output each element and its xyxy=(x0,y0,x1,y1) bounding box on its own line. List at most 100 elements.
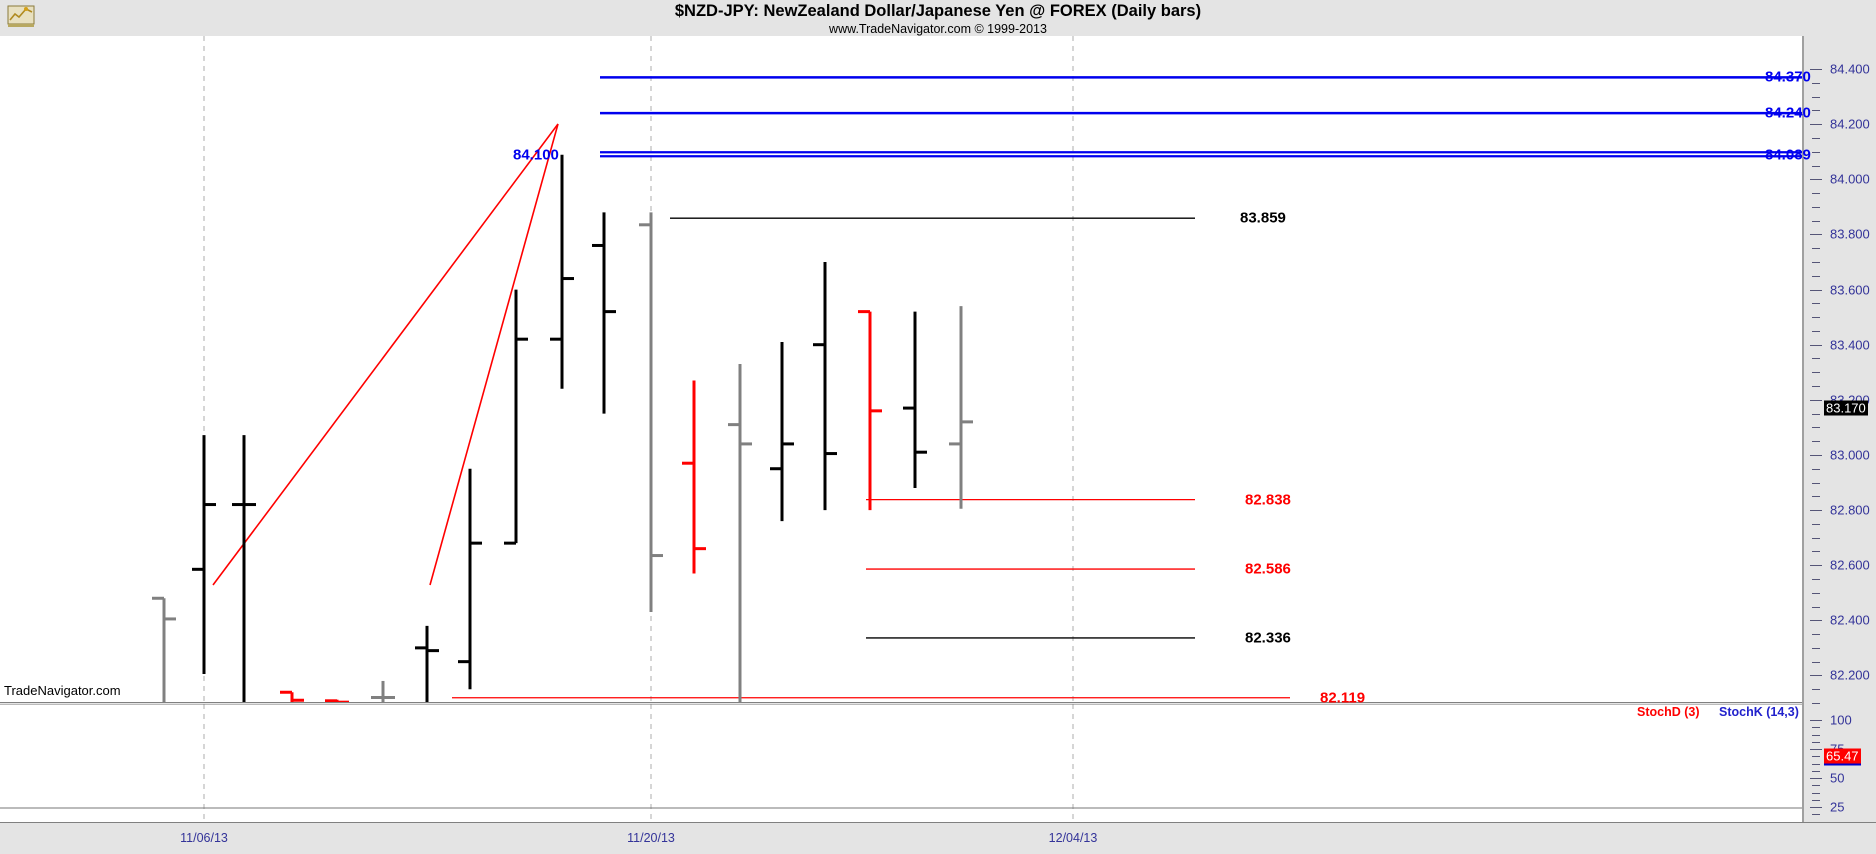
price-axis-minor-tick xyxy=(1812,523,1820,525)
stoch-axis-minor-tick xyxy=(1812,756,1820,758)
ohlc-bar[interactable] xyxy=(813,262,837,511)
price-axis-minor-tick xyxy=(1812,468,1820,470)
price-axis-minor-tick xyxy=(1812,330,1820,332)
stoch-axis-tick xyxy=(1810,720,1822,721)
price-axis-minor-tick xyxy=(1812,165,1820,167)
page-title: $NZD-JPY: NewZealand Dollar/Japanese Yen… xyxy=(674,2,1202,20)
ohlc-bar[interactable] xyxy=(458,468,482,690)
stoch-axis-minor-tick xyxy=(1812,727,1820,729)
stochastic-indicator-panel[interactable] xyxy=(0,704,1802,822)
level-label-support-82-586[interactable]: 82.586 xyxy=(1245,560,1291,578)
stoch-k-legend[interactable]: StochK (14,3) xyxy=(1719,705,1799,719)
price-chart-panel[interactable] xyxy=(0,36,1802,703)
price-axis-tick-label: 82.600 xyxy=(1830,557,1870,573)
price-axis-minor-tick xyxy=(1812,482,1820,484)
ohlc-bar[interactable] xyxy=(949,306,973,509)
ohlc-bar[interactable] xyxy=(858,310,882,511)
price-axis-minor-tick xyxy=(1812,206,1820,208)
level-label-resistance-84-370[interactable]: 84.370 xyxy=(1765,68,1811,86)
chart-subtitle: www.TradeNavigator.com © 1999-2013 xyxy=(829,22,1047,36)
ohlc-bar[interactable] xyxy=(152,596,176,703)
price-axis-tick-label: 84.000 xyxy=(1830,171,1870,187)
level-label-level-83-859[interactable]: 83.859 xyxy=(1240,209,1286,227)
price-axis-minor-tick xyxy=(1812,137,1820,139)
ohlc-bar[interactable] xyxy=(639,212,663,613)
level-label-pivot-84-100[interactable]: 84.100 xyxy=(513,146,559,164)
price-axis-tick-label: 82.800 xyxy=(1830,502,1870,518)
ohlc-bar[interactable] xyxy=(903,311,927,489)
date-axis-label: 11/20/13 xyxy=(627,831,675,845)
price-axis-minor-tick xyxy=(1812,248,1820,250)
stoch-axis-minor-tick xyxy=(1812,734,1820,736)
price-axis-tick xyxy=(1810,510,1822,512)
chart-header: $NZD-JPY: NewZealand Dollar/Japanese Yen… xyxy=(0,0,1876,36)
price-axis-tick-label: 82.400 xyxy=(1830,612,1870,628)
price-axis-tick xyxy=(1810,289,1822,291)
ohlc-bar[interactable] xyxy=(415,625,439,703)
uptrend-line[interactable] xyxy=(212,123,559,586)
ohlc-bar[interactable] xyxy=(371,680,395,703)
ohlc-bar[interactable] xyxy=(682,380,706,574)
price-axis-minor-tick xyxy=(1812,703,1820,704)
date-axis-label: 12/04/13 xyxy=(1048,831,1098,845)
stoch-value-marker[interactable]: 65.47 xyxy=(1824,748,1861,766)
ohlc-bar[interactable] xyxy=(280,690,304,703)
fan-line-steep[interactable] xyxy=(429,123,559,586)
price-axis-minor-tick xyxy=(1812,82,1820,84)
level-label-resistance-84-089[interactable]: 84.089 xyxy=(1765,146,1811,164)
ohlc-bar[interactable] xyxy=(192,435,216,675)
price-axis-minor-tick xyxy=(1812,317,1820,319)
level-label-support-82-838[interactable]: 82.838 xyxy=(1245,491,1291,509)
stoch-axis-minor-tick xyxy=(1812,799,1820,801)
price-axis-strip[interactable]: 84.40084.20084.00083.80083.60083.40083.2… xyxy=(1802,36,1876,823)
price-axis-tick xyxy=(1810,234,1822,236)
ohlc-bar[interactable] xyxy=(232,435,256,703)
ohlc-bar[interactable] xyxy=(550,154,574,389)
price-axis-minor-tick xyxy=(1812,193,1820,195)
ohlc-bar[interactable] xyxy=(325,699,349,703)
stoch-d-legend[interactable]: StochD (3) xyxy=(1637,705,1700,719)
level-label-level-82-336[interactable]: 82.336 xyxy=(1245,629,1291,647)
price-axis-tick-label: 83.800 xyxy=(1830,226,1870,242)
price-axis-tick-label: 83.000 xyxy=(1830,447,1870,463)
level-label-resistance-84-240[interactable]: 84.240 xyxy=(1765,104,1811,122)
price-axis-minor-tick xyxy=(1812,578,1820,580)
price-axis-tick-label: 84.200 xyxy=(1830,116,1870,132)
stoch-axis-tick xyxy=(1810,749,1822,750)
price-axis-minor-tick xyxy=(1812,606,1820,608)
price-axis-tick xyxy=(1810,399,1822,401)
price-axis-tick xyxy=(1810,620,1822,622)
price-axis-minor-tick xyxy=(1812,551,1820,553)
date-axis-strip xyxy=(0,822,1876,854)
price-axis-minor-tick xyxy=(1812,413,1820,415)
price-axis-minor-tick xyxy=(1812,151,1820,153)
stoch-axis-minor-tick xyxy=(1812,785,1820,787)
price-axis-minor-tick xyxy=(1812,634,1820,636)
price-axis-tick xyxy=(1810,179,1822,181)
stoch-axis-minor-tick xyxy=(1812,814,1820,816)
ohlc-bar[interactable] xyxy=(592,212,616,414)
current-price-marker[interactable]: 83.170 xyxy=(1824,400,1868,416)
price-axis-tick-label: 84.400 xyxy=(1830,61,1870,77)
price-axis-minor-tick xyxy=(1812,110,1820,112)
price-axis-minor-tick xyxy=(1812,441,1820,443)
stoch-axis-tick-label: 25 xyxy=(1830,799,1845,815)
price-axis-minor-tick xyxy=(1812,386,1820,388)
price-axis-tick-label: 83.400 xyxy=(1830,337,1870,353)
ohlc-bar[interactable] xyxy=(728,363,752,703)
date-axis-label: 11/06/13 xyxy=(180,831,228,845)
price-axis-minor-tick xyxy=(1812,358,1820,360)
price-axis-tick xyxy=(1810,565,1822,567)
stoch-axis-tick xyxy=(1810,778,1822,779)
price-axis-minor-tick xyxy=(1812,303,1820,305)
stoch-axis-minor-tick xyxy=(1812,792,1820,794)
stoch-axis-tick-label: 50 xyxy=(1830,770,1845,786)
price-plot-svg xyxy=(152,36,1802,703)
stoch-axis-minor-tick xyxy=(1812,763,1820,765)
level-label-support-82-119[interactable]: 82.119 xyxy=(1320,689,1366,707)
ohlc-bar[interactable] xyxy=(504,289,528,545)
ohlc-bar[interactable] xyxy=(770,341,794,522)
price-axis-minor-tick xyxy=(1812,496,1820,498)
price-axis-minor-tick xyxy=(1812,689,1820,691)
